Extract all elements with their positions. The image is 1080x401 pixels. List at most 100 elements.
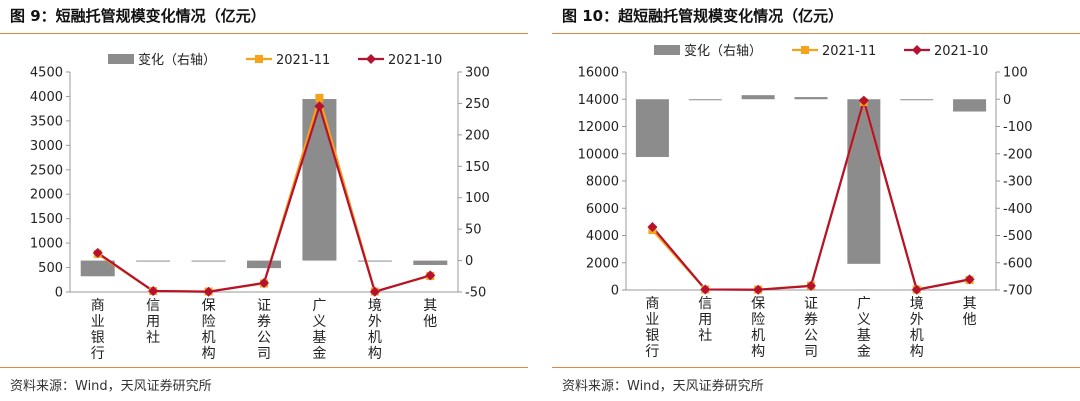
change-bar bbox=[794, 97, 828, 100]
category-label: 证券公司 bbox=[257, 298, 271, 362]
right-axis-tick-label: -200 bbox=[1003, 147, 1033, 162]
data-point-diamond bbox=[911, 284, 922, 295]
data-point-diamond bbox=[753, 284, 764, 295]
change-bar bbox=[302, 99, 337, 261]
data-point-diamond bbox=[964, 274, 975, 285]
series-line-2021-11 bbox=[651, 97, 970, 291]
category-label: 保险机构 bbox=[751, 296, 765, 360]
left-axis-tick-label: 0 bbox=[611, 284, 619, 299]
top-rule bbox=[0, 33, 528, 34]
chart-panel-short-term: 图 9：短融托管规模变化情况（亿元） 0 500 1000 1500 2000 2500 3… bbox=[0, 0, 528, 401]
chart-title: 图 10：超短融托管规模变化情况（亿元） bbox=[562, 7, 844, 25]
right-axis-tick-label: 50 bbox=[465, 223, 482, 238]
right-axis-tick-label: -600 bbox=[1003, 256, 1033, 271]
legend-swatch-bar bbox=[108, 54, 134, 64]
left-axis-tick-label: 16000 bbox=[578, 66, 619, 81]
category-label: 商业银行 bbox=[91, 298, 105, 362]
legend-label: 2021-10 bbox=[388, 53, 442, 68]
right-axis-tick-label: -700 bbox=[1003, 284, 1033, 299]
category-label: 保险机构 bbox=[202, 298, 216, 362]
change-bar bbox=[191, 260, 226, 262]
change-bar bbox=[80, 260, 115, 277]
legend-marker-square bbox=[801, 46, 809, 54]
category-label: 其他 bbox=[963, 296, 977, 328]
legend-marker-square bbox=[255, 55, 263, 63]
source-note: 资料来源：Wind，天风证券研究所 bbox=[562, 379, 764, 394]
left-axis-tick-label: 4000 bbox=[586, 229, 619, 244]
top-rule bbox=[552, 33, 1080, 34]
right-axis-tick-label: 100 bbox=[465, 191, 490, 206]
data-point-diamond bbox=[148, 286, 159, 297]
series-line-2021-10 bbox=[651, 96, 970, 292]
bottom-rule bbox=[552, 367, 1080, 368]
short-term-financing-chart: 0 500 1000 1500 2000 2500 3000 3500 4000 4500 -50 0… bbox=[30, 52, 490, 362]
right-axis-tick-label: -100 bbox=[1003, 120, 1033, 135]
change-bar bbox=[136, 260, 171, 262]
left-axis-tick-label: 4500 bbox=[30, 66, 63, 81]
left-axis-tick-label: 2000 bbox=[30, 188, 63, 203]
chart-title: 图 9：短融托管规模变化情况（亿元） bbox=[10, 7, 266, 25]
right-axis-tick-label: -400 bbox=[1003, 202, 1033, 217]
left-axis-tick-label: 4000 bbox=[30, 90, 63, 105]
legend-label: 2021-11 bbox=[276, 53, 330, 68]
change-bar bbox=[900, 99, 934, 101]
data-point-diamond bbox=[259, 277, 269, 288]
legend-marker-diamond bbox=[366, 54, 376, 64]
category-label: 其他 bbox=[423, 298, 437, 330]
right-axis-tick-label: 100 bbox=[1003, 66, 1028, 81]
data-point-square bbox=[315, 93, 324, 102]
legend-label: 2021-11 bbox=[822, 44, 876, 59]
category-label: 商业银行 bbox=[645, 296, 659, 360]
right-axis-tick-label: -300 bbox=[1003, 175, 1033, 190]
left-axis-tick-label: 3500 bbox=[30, 114, 63, 129]
left-axis-tick-label: 1000 bbox=[30, 237, 63, 252]
change-bar bbox=[953, 99, 987, 112]
data-point-diamond bbox=[203, 286, 214, 297]
change-bar bbox=[357, 260, 392, 262]
legend-label: 变化（右轴） bbox=[138, 52, 216, 68]
left-axis-tick-label: 14000 bbox=[578, 93, 619, 108]
legend-marker-diamond bbox=[912, 45, 922, 55]
data-point-diamond bbox=[806, 280, 816, 291]
change-bar bbox=[688, 99, 722, 101]
change-bar bbox=[847, 99, 881, 264]
change-bar bbox=[413, 260, 448, 265]
right-axis-tick-label: 0 bbox=[1003, 93, 1011, 108]
left-axis-tick-label: 0 bbox=[55, 286, 63, 301]
category-label: 信用社 bbox=[146, 298, 160, 346]
legend-label: 2021-10 bbox=[934, 44, 988, 59]
change-bar bbox=[741, 95, 775, 100]
left-axis-tick-label: 2500 bbox=[30, 163, 63, 178]
bottom-rule bbox=[0, 367, 528, 368]
category-label: 境外机构 bbox=[910, 296, 924, 360]
right-axis-tick-label: 300 bbox=[465, 66, 490, 81]
left-axis-tick-label: 500 bbox=[38, 261, 63, 276]
right-axis-tick-label: -500 bbox=[1003, 229, 1033, 244]
change-bar bbox=[247, 260, 281, 269]
category-label: 信用社 bbox=[698, 296, 712, 344]
left-axis-tick-label: 10000 bbox=[578, 147, 619, 162]
data-point-diamond bbox=[425, 270, 436, 281]
data-point-diamond bbox=[858, 95, 869, 106]
right-axis-tick-label: 250 bbox=[465, 97, 490, 112]
left-axis-tick-label: 3000 bbox=[30, 139, 63, 154]
right-axis-tick-label: 150 bbox=[465, 160, 490, 175]
right-axis-tick-label: 200 bbox=[465, 128, 490, 143]
left-axis-tick-label: 2000 bbox=[586, 256, 619, 271]
source-note: 资料来源：Wind，天风证券研究所 bbox=[10, 379, 212, 394]
left-axis-tick-label: 6000 bbox=[586, 202, 619, 217]
category-label: 广义基金 bbox=[857, 296, 871, 360]
ultra-short-term-financing-chart: 0 2000 4000 6000 8000 10000 12000 14000 16000 -70… bbox=[578, 43, 1033, 360]
data-point-diamond bbox=[369, 286, 380, 297]
data-point-diamond bbox=[647, 222, 658, 233]
right-axis-tick-label: -50 bbox=[465, 286, 486, 301]
left-axis-tick-label: 12000 bbox=[578, 120, 619, 135]
chart-panel-ultra-short-term: 图 10：超短融托管规模变化情况（亿元） 0 2000 4000 6000 8000 10… bbox=[552, 0, 1080, 401]
left-axis-tick-label: 1500 bbox=[30, 212, 63, 227]
legend-swatch-bar bbox=[654, 45, 680, 55]
data-point-diamond bbox=[700, 284, 711, 295]
data-point-diamond bbox=[92, 247, 103, 258]
data-point-diamond bbox=[314, 101, 325, 112]
change-bar bbox=[635, 99, 669, 158]
category-label: 广义基金 bbox=[312, 298, 326, 362]
